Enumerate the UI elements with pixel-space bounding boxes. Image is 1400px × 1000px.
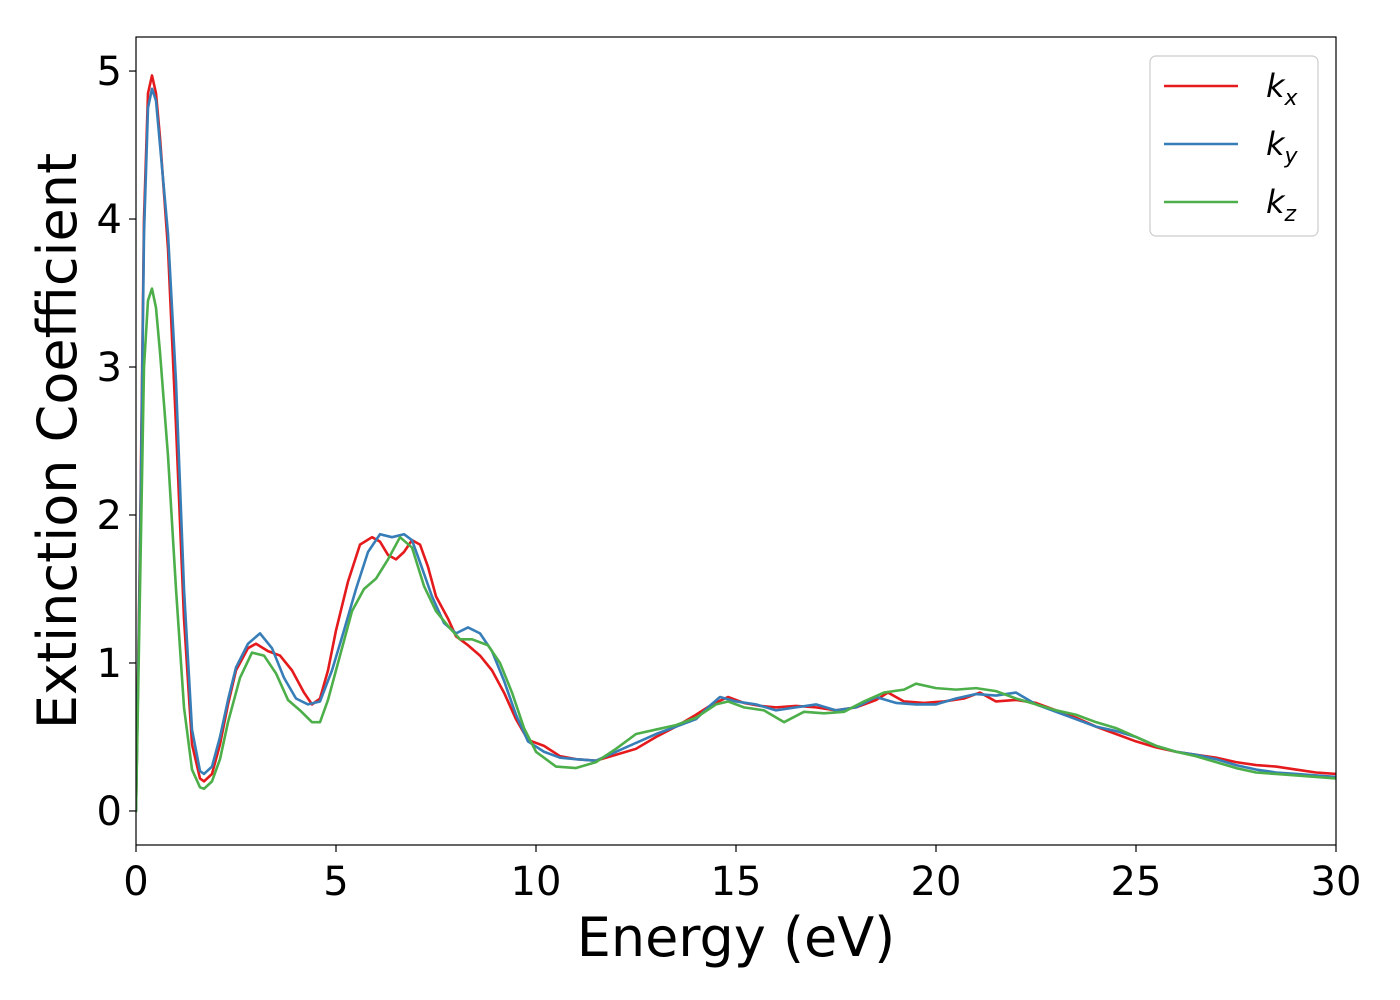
legend: kx ky kz	[1149, 55, 1319, 237]
series-group	[136, 74, 1336, 813]
y-tick-label: 5	[97, 49, 122, 95]
series-line-k-y	[136, 87, 1336, 813]
legend-label-k-z: kz	[1266, 183, 1297, 227]
x-tick-label: 10	[511, 859, 562, 905]
legend-box	[1149, 55, 1319, 237]
x-axis: 0 5 10 15 20 25 30	[123, 845, 1361, 905]
legend-label-k-y: ky	[1266, 125, 1299, 169]
y-axis: 0 1 2 3 4 5	[97, 49, 136, 835]
x-tick-label: 30	[1311, 859, 1362, 905]
series-line-k-z	[136, 287, 1336, 813]
x-tick-label: 20	[911, 859, 962, 905]
y-axis-label: Extinction Coefficient	[26, 153, 89, 729]
legend-label-k-x: kx	[1266, 67, 1299, 111]
x-tick-label: 5	[323, 859, 348, 905]
x-axis-label: Energy (eV)	[577, 906, 896, 969]
plot-area	[136, 37, 1336, 845]
y-tick-label: 0	[97, 789, 122, 835]
x-tick-label: 0	[123, 859, 148, 905]
x-tick-label: 15	[711, 859, 762, 905]
y-tick-label: 4	[97, 197, 122, 243]
x-tick-label: 25	[1111, 859, 1162, 905]
y-tick-label: 2	[97, 493, 122, 539]
y-tick-label: 1	[97, 641, 122, 687]
y-tick-label: 3	[97, 345, 122, 391]
